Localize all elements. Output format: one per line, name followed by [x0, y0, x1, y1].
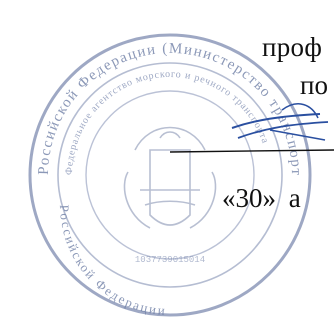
document-text-line-1: проф — [262, 32, 323, 62]
seal-inner-text: Федеральное агентство морского и речного… — [64, 69, 271, 175]
seal-code-text: 1037739015014 — [135, 255, 205, 265]
document-text-line-2: по — [300, 70, 328, 100]
coat-of-arms-icon — [123, 126, 217, 229]
seal-outer-ring — [28, 33, 312, 317]
document-date-line: «30» а — [222, 183, 301, 213]
seal-middle-ring — [57, 62, 283, 288]
seal-inner-ring — [85, 90, 255, 260]
